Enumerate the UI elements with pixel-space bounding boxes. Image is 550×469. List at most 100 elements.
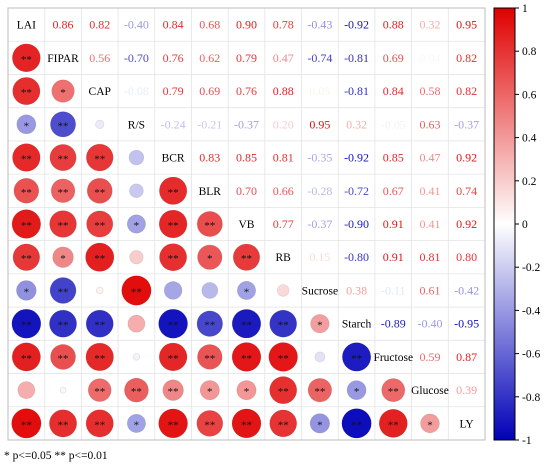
coefficient-label: 0.81 (273, 151, 294, 165)
significance-marker: ** (168, 320, 179, 332)
significance-marker: ** (21, 54, 32, 66)
significance-marker: ** (204, 320, 215, 332)
coefficient-label: 0.62 (199, 51, 220, 65)
colorbar-tick-label: 0.8 (522, 46, 537, 58)
coefficient-label: 0.76 (163, 51, 184, 65)
coefficient-label: 0.05 (309, 84, 330, 98)
correlation-circle (16, 280, 37, 301)
significance-marker: ** (314, 386, 325, 398)
colorbar-tick-label: 0.4 (522, 133, 537, 145)
significance-marker: ** (58, 353, 69, 365)
significance-marker: ** (204, 419, 215, 431)
correlation-circle (269, 409, 298, 438)
coefficient-label: 0.74 (456, 184, 477, 198)
correlation-circle (269, 376, 298, 405)
significance-marker: * (134, 419, 140, 431)
coefficient-label: 0.84 (163, 18, 184, 32)
significance-marker: * (207, 253, 213, 265)
significance-marker: * (427, 419, 433, 431)
significance-marker: * (244, 386, 250, 398)
significance-marker: ** (21, 353, 32, 365)
coefficient-label: -0.37 (307, 217, 332, 231)
significance-marker: ** (241, 419, 252, 431)
colorbar-tick-label: 0.6 (522, 89, 537, 101)
coefficient-label: 0.58 (419, 84, 440, 98)
significance-marker: ** (241, 320, 252, 332)
coefficient-label: -0.08 (124, 84, 149, 98)
coefficient-label: 0.59 (419, 350, 440, 364)
significance-marker: * (24, 286, 30, 298)
significance-marker: ** (168, 386, 179, 398)
variable-label-vb: VB (239, 219, 255, 231)
coefficient-label: -0.72 (344, 184, 369, 198)
variable-label-fructose: Fructose (373, 352, 413, 364)
coefficient-label: 0.92 (456, 151, 477, 165)
significance-marker: ** (94, 154, 105, 166)
colorbar-tick-label: 0 (522, 219, 528, 231)
coefficient-label: -0.40 (124, 18, 149, 32)
correlation-circle (236, 380, 257, 401)
coefficient-label: 0.61 (419, 283, 440, 297)
correlation-circle (12, 77, 41, 106)
correlation-circle (126, 214, 146, 234)
correlation-circle (11, 408, 42, 439)
coefficient-label: 0.92 (456, 217, 477, 231)
significance-marker: ** (351, 419, 362, 431)
correlation-circle (12, 243, 40, 271)
correlation-circle (237, 280, 256, 300)
significance-marker: * (60, 253, 66, 265)
significance-marker: * (354, 386, 360, 398)
correlation-circle (126, 413, 146, 433)
variable-label-cap: CAP (89, 86, 111, 98)
correlation-circle (49, 144, 77, 172)
significance-marker: ** (278, 419, 289, 431)
coefficient-label: -0.95 (454, 317, 479, 331)
correlation-circle (129, 183, 144, 198)
coefficient-label: -0.80 (344, 250, 369, 264)
coefficient-label: 0.87 (456, 350, 477, 364)
correlation-circle (59, 386, 67, 394)
correlation-circle (86, 177, 113, 204)
correlation-circle (199, 380, 220, 401)
correlation-circle (342, 342, 372, 372)
significance-marker: ** (58, 320, 69, 332)
correlation-circle (124, 377, 149, 403)
significance-marker: ** (58, 286, 69, 298)
coefficient-label: -0.28 (307, 184, 332, 198)
colorbar-tick-label: -0.4 (522, 305, 540, 317)
correlation-circle (50, 111, 76, 138)
coefficient-label: -0.92 (344, 18, 369, 32)
coefficient-label: 0.69 (383, 51, 404, 65)
correlation-circle (197, 244, 223, 270)
coefficient-label: 0.63 (419, 117, 440, 131)
coefficient-label: 0.41 (419, 217, 440, 231)
significance-marker: ** (278, 320, 289, 332)
coefficient-label: 0.76 (236, 84, 257, 98)
significance-marker: ** (94, 353, 105, 365)
correlation-circle (197, 344, 223, 370)
coefficient-label: -0.37 (234, 117, 259, 131)
correlation-circle (381, 378, 406, 403)
variable-label-lai: LAI (17, 20, 36, 32)
correlation-circle (87, 378, 112, 402)
colorbar-tick-label: -1 (522, 435, 532, 447)
coefficient-label: -0.92 (344, 151, 369, 165)
significance-marker: * (317, 419, 323, 431)
coefficient-label: -0.81 (344, 51, 369, 65)
significance-marker: ** (58, 187, 69, 199)
variable-label-blr: BLR (199, 186, 222, 198)
correlation-circle (268, 342, 298, 372)
significance-marker: ** (21, 253, 32, 265)
significance-marker: ** (21, 220, 32, 232)
correlation-circle (341, 408, 372, 439)
variable-label-r-s: R/S (128, 119, 145, 131)
correlation-circle (127, 314, 146, 333)
correlation-circle (86, 210, 114, 238)
significance-marker: ** (94, 187, 105, 199)
correlation-circle (50, 344, 76, 370)
correlation-circle (85, 309, 114, 338)
significance-marker: ** (58, 120, 69, 132)
significance-marker: ** (168, 353, 179, 365)
coefficient-label: 0.91 (383, 217, 404, 231)
significance-marker: ** (168, 253, 179, 265)
